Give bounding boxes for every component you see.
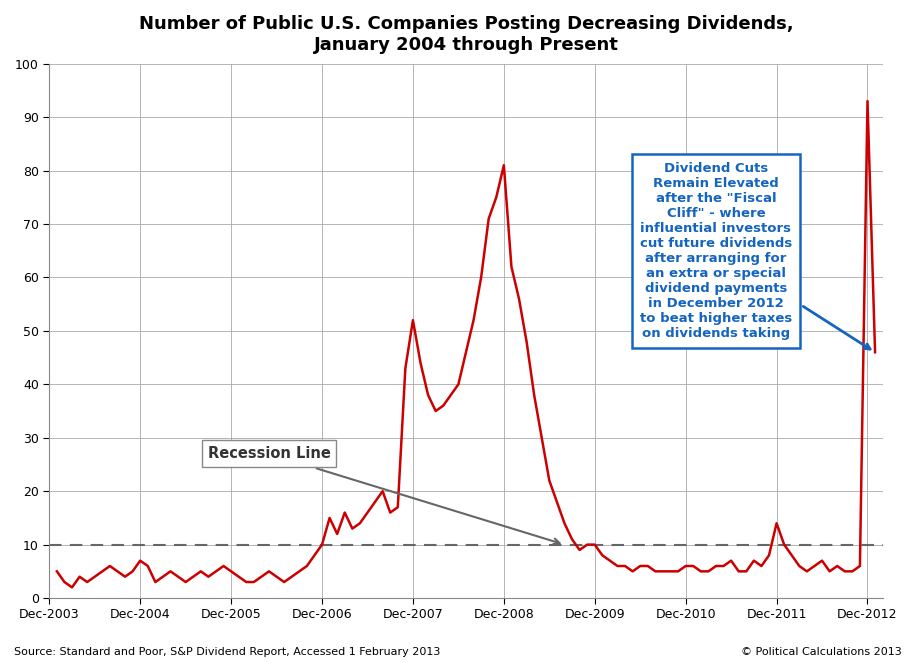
Text: Source: Standard and Poor, S&P Dividend Report, Accessed 1 February 2013: Source: Standard and Poor, S&P Dividend … [14,647,440,657]
Text: © Political Calculations 2013: © Political Calculations 2013 [740,647,901,657]
Text: Recession Line: Recession Line [208,446,560,544]
Text: Dividend Cuts
Remain Elevated
after the "Fiscal
Cliff" - where
influential inves: Dividend Cuts Remain Elevated after the … [640,162,870,349]
Title: Number of Public U.S. Companies Posting Decreasing Dividends,
January 2004 throu: Number of Public U.S. Companies Posting … [139,15,793,54]
